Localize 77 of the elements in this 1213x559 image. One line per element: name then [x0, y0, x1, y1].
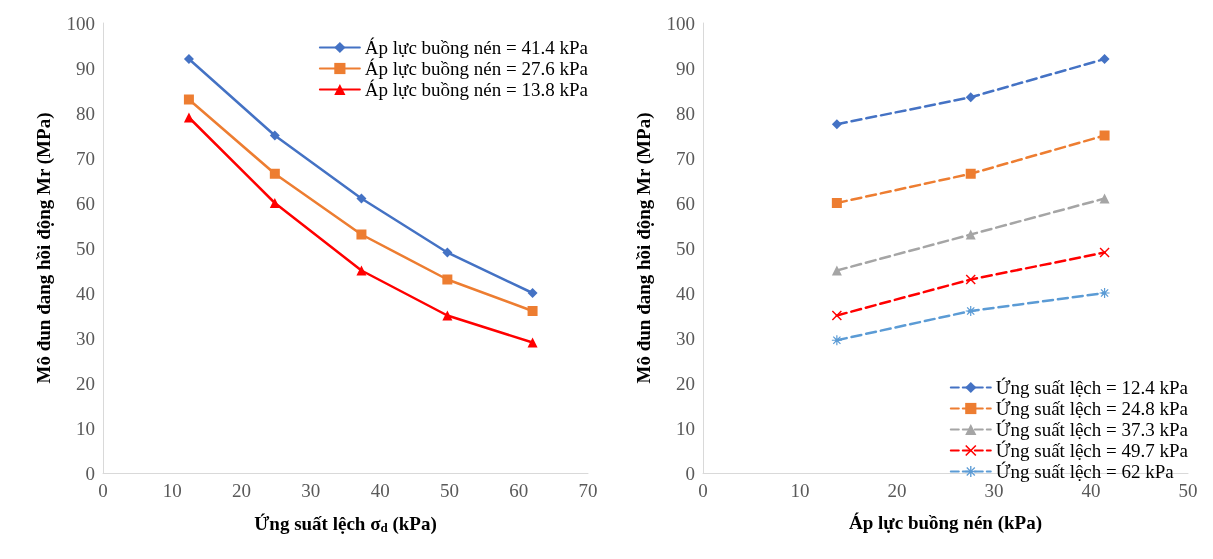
y-tick-label: 60	[76, 192, 95, 214]
point	[965, 92, 976, 103]
y-tick-label: 70	[76, 147, 95, 169]
x-tick-label: 0	[698, 480, 708, 501]
legend-label: Áp lực buồng nén = 13.8 kPa	[364, 79, 589, 100]
y-tick-label: 10	[76, 417, 95, 439]
x-tick-label: 20	[232, 480, 252, 501]
y-tick-label: 20	[76, 372, 95, 394]
legend-label: Ứng suất lệch = 12.4 kPa	[995, 377, 1189, 398]
y-tick-label: 40	[676, 282, 695, 304]
point	[269, 198, 280, 208]
point	[965, 306, 976, 316]
legend-label: Ứng suất lệch = 37.3 kPa	[995, 419, 1189, 440]
point	[831, 119, 842, 130]
x-tick-label: 50	[1178, 480, 1198, 501]
x-tick-label: 10	[162, 480, 182, 501]
point	[442, 247, 453, 258]
legend-label: Ứng suất lệch = 62 kPa	[995, 461, 1175, 482]
x-tick-label: 70	[578, 480, 598, 501]
point	[831, 198, 842, 208]
point	[442, 274, 453, 285]
y-tick-label: 20	[676, 372, 695, 394]
point	[1099, 193, 1110, 204]
point	[183, 112, 194, 123]
x-tick-label: 50	[439, 480, 459, 501]
point	[831, 265, 842, 276]
legend-label: Áp lực buồng nén = 41.4 kPa	[364, 37, 589, 58]
point	[965, 229, 976, 240]
x-tick-label: 10	[790, 480, 810, 501]
point	[1099, 288, 1110, 298]
point	[965, 168, 976, 179]
point	[527, 306, 538, 316]
x-axis-title: Áp lực buồng nén (kPa)	[849, 512, 1042, 534]
y-axis-title: Mô đun đang hồi động Mr (MPa)	[633, 112, 655, 384]
point	[1099, 247, 1110, 258]
legend-label: Áp lực buồng nén = 27.6 kPa	[364, 58, 589, 79]
y-tick-label: 50	[676, 237, 695, 259]
point	[831, 335, 842, 346]
point	[269, 168, 280, 179]
y-tick-label: 80	[76, 102, 95, 124]
point	[356, 193, 367, 204]
x-tick-label: 0	[98, 480, 108, 501]
point	[183, 54, 194, 64]
y-tick-label: 40	[76, 282, 95, 304]
point	[356, 229, 367, 240]
point	[356, 265, 367, 276]
y-tick-label: 100	[66, 12, 95, 34]
y-axis-title: Mô đun đang hồi động Mr (MPa)	[33, 112, 55, 384]
y-tick-label: 0	[685, 462, 695, 484]
x-tick-label: 20	[887, 480, 907, 501]
y-tick-label: 10	[676, 417, 695, 439]
point	[442, 310, 453, 321]
point	[965, 274, 976, 285]
point	[1099, 130, 1110, 141]
x-tick-label: 40	[1081, 480, 1101, 501]
y-tick-label: 60	[676, 192, 695, 214]
x-tick-label: 30	[301, 480, 321, 501]
x-tick-label: 30	[984, 480, 1004, 501]
y-tick-label: 80	[676, 102, 695, 124]
point	[1099, 54, 1110, 64]
point	[269, 130, 280, 141]
y-tick-label: 90	[676, 57, 695, 79]
y-tick-label: 70	[676, 147, 695, 169]
y-tick-label: 90	[76, 57, 95, 79]
y-tick-label: 50	[76, 237, 95, 259]
point	[527, 337, 538, 348]
point	[527, 288, 538, 298]
y-tick-label: 0	[85, 462, 95, 484]
point	[183, 94, 194, 105]
x-tick-label: 40	[370, 480, 390, 501]
y-tick-label: 30	[676, 327, 695, 349]
point	[831, 310, 842, 321]
y-tick-label: 30	[76, 327, 95, 349]
x-tick-label: 60	[509, 480, 529, 501]
legend-label: Ứng suất lệch = 49.7 kPa	[995, 440, 1189, 461]
y-tick-label: 100	[666, 12, 695, 34]
legend-label: Ứng suất lệch = 24.8 kPa	[995, 398, 1189, 419]
